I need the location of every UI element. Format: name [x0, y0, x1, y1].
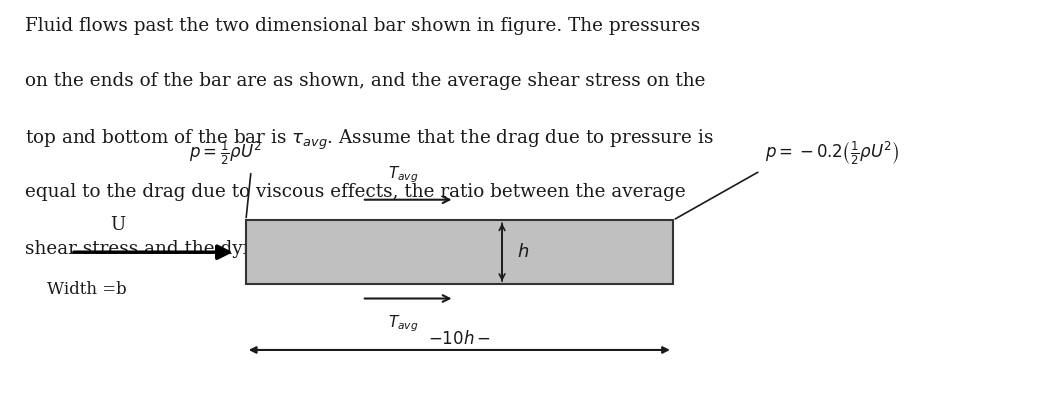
Text: U: U: [110, 216, 124, 234]
Text: on the ends of the bar are as shown, and the average shear stress on the: on the ends of the bar are as shown, and…: [25, 72, 705, 90]
Text: top and bottom of the bar is $\tau_{avg}$. Assume that the drag due to pressure : top and bottom of the bar is $\tau_{avg}…: [25, 128, 713, 152]
Text: $h$: $h$: [517, 243, 530, 261]
Text: Fluid flows past the two dimensional bar shown in figure. The pressures: Fluid flows past the two dimensional bar…: [25, 16, 700, 34]
Text: Width =b: Width =b: [47, 281, 127, 298]
Text: $T_{avg}$: $T_{avg}$: [388, 313, 418, 333]
Text: $p = -0.2\left(\frac{1}{2}\rho U^2\right)$: $p = -0.2\left(\frac{1}{2}\rho U^2\right…: [765, 139, 900, 167]
Bar: [246, 220, 673, 284]
Text: shear stress and the dynamic pressure is________.: shear stress and the dynamic pressure is…: [25, 239, 487, 258]
Text: equal to the drag due to viscous effects, the ratio between the average: equal to the drag due to viscous effects…: [25, 183, 685, 201]
Text: $p = \frac{1}{2}\rho U^2$: $p = \frac{1}{2}\rho U^2$: [189, 139, 261, 167]
Text: $T_{avg}$: $T_{avg}$: [388, 165, 418, 185]
Text: $-10h-$: $-10h-$: [428, 330, 491, 348]
